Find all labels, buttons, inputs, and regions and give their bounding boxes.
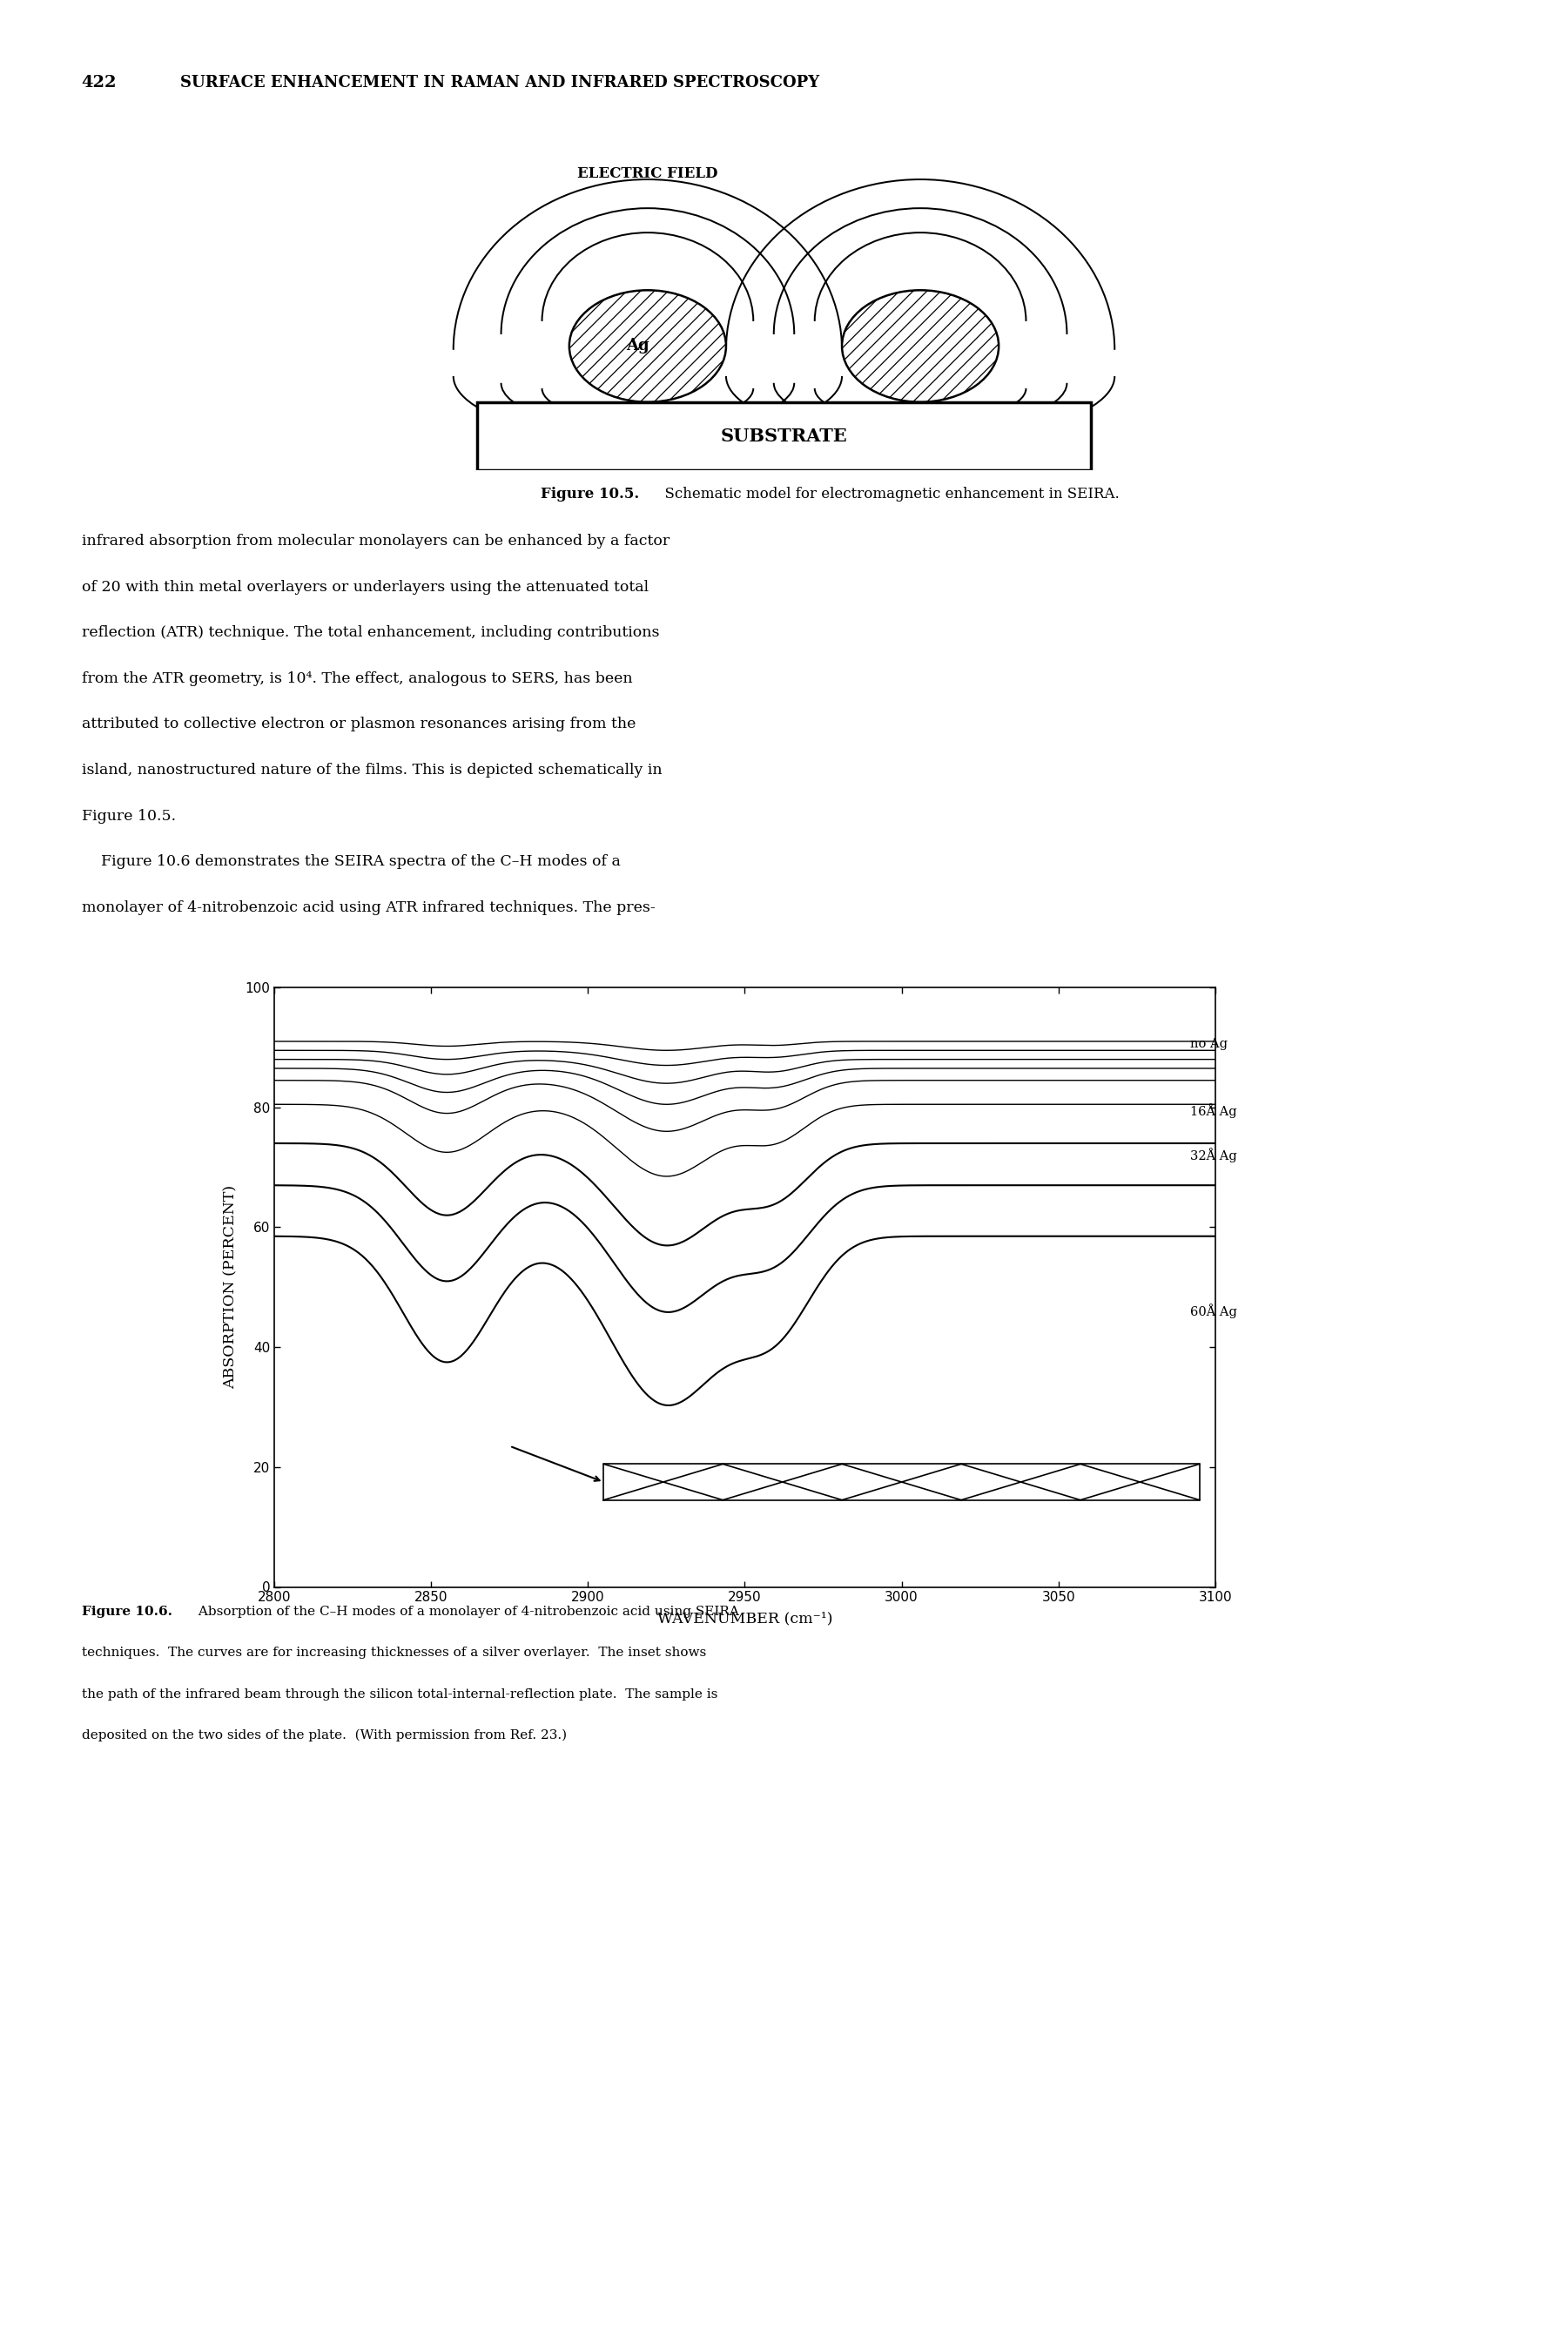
Text: reflection (ATR) technique. The total enhancement, including contributions: reflection (ATR) technique. The total en… <box>82 625 659 639</box>
Polygon shape <box>604 1465 1200 1500</box>
Text: attributed to collective electron or plasmon resonances arising from the: attributed to collective electron or pla… <box>82 717 635 731</box>
Text: monolayer of 4-nitrobenzoic acid using ATR infrared techniques. The pres-: monolayer of 4-nitrobenzoic acid using A… <box>82 900 655 915</box>
X-axis label: WAVENUMBER (cm⁻¹): WAVENUMBER (cm⁻¹) <box>657 1610 833 1627</box>
Text: Figure 10.6.: Figure 10.6. <box>82 1606 172 1617</box>
Text: Figure 10.5.: Figure 10.5. <box>82 809 176 823</box>
Text: Ag: Ag <box>626 339 649 355</box>
Text: Absorption of the C–H modes of a monolayer of 4-nitrobenzoic acid using SEIRA: Absorption of the C–H modes of a monolay… <box>194 1606 740 1617</box>
Text: the path of the infrared beam through the silicon total-internal-reflection plat: the path of the infrared beam through th… <box>82 1688 718 1700</box>
Text: 16Å Ag: 16Å Ag <box>1190 1103 1237 1117</box>
Text: island, nanostructured nature of the films. This is depicted schematically in: island, nanostructured nature of the fil… <box>82 764 662 778</box>
Text: 60Å Ag: 60Å Ag <box>1190 1305 1237 1319</box>
Text: deposited on the two sides of the plate.  (With permission from Ref. 23.): deposited on the two sides of the plate.… <box>82 1730 566 1742</box>
Text: SURFACE ENHANCEMENT IN RAMAN AND INFRARED SPECTROSCOPY: SURFACE ENHANCEMENT IN RAMAN AND INFRARE… <box>180 75 820 92</box>
Text: from the ATR geometry, is 10⁴. The effect, analogous to SERS, has been: from the ATR geometry, is 10⁴. The effec… <box>82 672 632 686</box>
Text: Schematic model for electromagnetic enhancement in SEIRA.: Schematic model for electromagnetic enha… <box>655 487 1120 501</box>
Bar <box>477 402 1091 470</box>
Text: 422: 422 <box>82 75 116 92</box>
Text: techniques.  The curves are for increasing thicknesses of a silver overlayer.  T: techniques. The curves are for increasin… <box>82 1646 706 1660</box>
Text: Figure 10.6 demonstrates the SEIRA spectra of the C–H modes of a: Figure 10.6 demonstrates the SEIRA spect… <box>82 853 621 870</box>
Text: of 20 with thin metal overlayers or underlayers using the attenuated total: of 20 with thin metal overlayers or unde… <box>82 581 649 595</box>
Text: Figure 10.5.: Figure 10.5. <box>541 487 640 501</box>
Text: infrared absorption from molecular monolayers can be enhanced by a factor: infrared absorption from molecular monol… <box>82 534 670 548</box>
Text: SUBSTRATE: SUBSTRATE <box>721 428 847 444</box>
Text: ELECTRIC FIELD: ELECTRIC FIELD <box>577 167 718 181</box>
Text: no Ag: no Ag <box>1190 1039 1228 1051</box>
Text: 32Å Ag: 32Å Ag <box>1190 1147 1237 1164</box>
Y-axis label: ABSORPTION (PERCENT): ABSORPTION (PERCENT) <box>223 1185 238 1389</box>
